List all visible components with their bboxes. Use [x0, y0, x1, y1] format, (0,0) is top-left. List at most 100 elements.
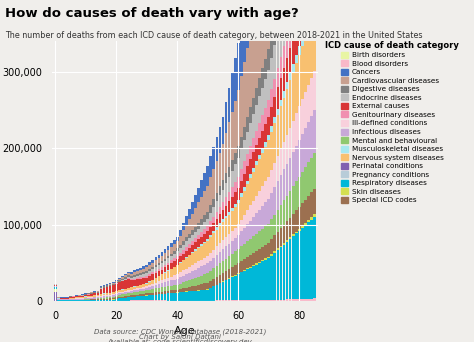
- Bar: [246, 0, 249, 48]
- Bar: [103, 288, 105, 293]
- Bar: [109, 300, 111, 301]
- Bar: [228, 177, 230, 192]
- Bar: [206, 290, 209, 301]
- Bar: [280, 300, 283, 301]
- Bar: [283, 68, 285, 91]
- Bar: [228, 88, 230, 122]
- Bar: [182, 288, 185, 292]
- Bar: [179, 262, 182, 263]
- Bar: [136, 271, 139, 274]
- Bar: [112, 297, 115, 298]
- Bar: [176, 251, 179, 256]
- Bar: [185, 216, 188, 225]
- Bar: [246, 117, 249, 132]
- Bar: [176, 279, 179, 285]
- Bar: [130, 280, 133, 287]
- Bar: [112, 283, 115, 284]
- Bar: [91, 292, 93, 293]
- Bar: [155, 285, 157, 289]
- Bar: [292, 236, 294, 299]
- Bar: [112, 294, 115, 295]
- Bar: [179, 292, 182, 301]
- Bar: [286, 0, 289, 36]
- Bar: [54, 285, 56, 286]
- Bar: [179, 284, 182, 289]
- Bar: [179, 256, 182, 262]
- Bar: [100, 287, 102, 288]
- Bar: [310, 116, 313, 158]
- Bar: [124, 296, 127, 298]
- Bar: [115, 284, 118, 291]
- Bar: [295, 55, 298, 63]
- Bar: [273, 253, 276, 300]
- Bar: [115, 282, 118, 283]
- Bar: [127, 293, 130, 296]
- Bar: [167, 250, 169, 256]
- Bar: [264, 226, 267, 245]
- Bar: [155, 273, 157, 278]
- Bar: [289, 80, 292, 128]
- Bar: [164, 249, 166, 253]
- Bar: [176, 241, 179, 249]
- Bar: [152, 267, 154, 269]
- Bar: [237, 203, 240, 224]
- Bar: [155, 292, 157, 294]
- Bar: [216, 229, 218, 246]
- Bar: [103, 300, 105, 301]
- Bar: [194, 291, 197, 301]
- Bar: [121, 276, 124, 277]
- Bar: [203, 243, 206, 258]
- Bar: [252, 266, 255, 300]
- Bar: [191, 279, 194, 286]
- Bar: [130, 295, 133, 297]
- Bar: [313, 12, 316, 71]
- Bar: [273, 79, 276, 97]
- Bar: [84, 298, 87, 299]
- Bar: [206, 263, 209, 273]
- Bar: [161, 255, 164, 261]
- Bar: [307, 220, 310, 222]
- Bar: [170, 290, 173, 293]
- Bar: [286, 221, 289, 240]
- Bar: [179, 230, 182, 236]
- Bar: [255, 0, 258, 6]
- Bar: [243, 270, 246, 271]
- Bar: [118, 281, 121, 282]
- Bar: [152, 263, 154, 267]
- Bar: [276, 68, 279, 88]
- Bar: [188, 254, 191, 255]
- Bar: [206, 186, 209, 212]
- Bar: [54, 292, 56, 301]
- Bar: [298, 140, 301, 177]
- Bar: [225, 271, 228, 280]
- Bar: [267, 300, 270, 301]
- Bar: [212, 233, 215, 250]
- Bar: [216, 193, 218, 201]
- Bar: [197, 202, 200, 223]
- Bar: [307, 162, 310, 196]
- Bar: [179, 263, 182, 272]
- Bar: [276, 248, 279, 250]
- Bar: [152, 274, 154, 280]
- Bar: [167, 246, 169, 250]
- Bar: [219, 195, 221, 207]
- Bar: [75, 295, 78, 296]
- Bar: [127, 275, 130, 277]
- Bar: [301, 9, 304, 37]
- Bar: [133, 271, 136, 273]
- Bar: [225, 215, 228, 218]
- Bar: [280, 246, 283, 247]
- Bar: [280, 149, 283, 175]
- Bar: [225, 246, 228, 259]
- Bar: [283, 91, 285, 97]
- Bar: [273, 118, 276, 123]
- Bar: [292, 14, 294, 38]
- Bar: [273, 214, 276, 236]
- Bar: [310, 299, 313, 301]
- Bar: [286, 163, 289, 196]
- Bar: [152, 280, 154, 284]
- Bar: [243, 173, 246, 187]
- Bar: [133, 273, 136, 275]
- Bar: [258, 159, 261, 191]
- Bar: [148, 274, 151, 276]
